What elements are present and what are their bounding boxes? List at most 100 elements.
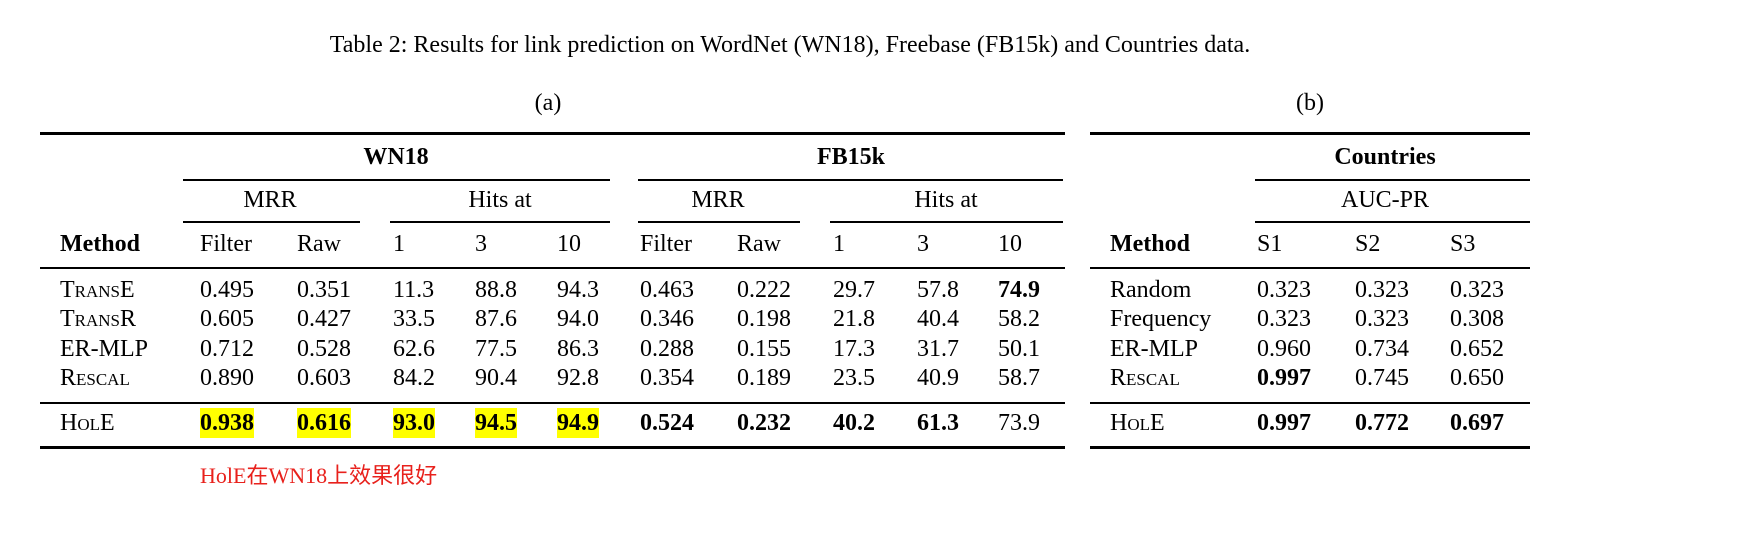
subgroup-header: Hits at bbox=[468, 187, 532, 213]
method-name: Rescal bbox=[60, 365, 130, 391]
cell: 94.5 bbox=[475, 408, 517, 438]
method-name: Frequency bbox=[1110, 306, 1212, 332]
cell: 86.3 bbox=[557, 336, 599, 362]
rule bbox=[40, 446, 1065, 449]
group-header: WN18 bbox=[363, 144, 429, 170]
method-name: HolE bbox=[1110, 410, 1165, 436]
cell: 0.354 bbox=[640, 365, 694, 391]
cell: 0.323 bbox=[1355, 306, 1409, 332]
cell: 11.3 bbox=[393, 277, 435, 303]
column-header: Raw bbox=[297, 231, 341, 257]
method-name: ER-MLP bbox=[60, 336, 149, 362]
cell: 57.8 bbox=[917, 277, 959, 303]
column-header: Filter bbox=[200, 231, 252, 257]
rule bbox=[1090, 446, 1530, 449]
cell: 90.4 bbox=[475, 365, 517, 391]
cell: 92.8 bbox=[557, 365, 599, 391]
cell: 40.2 bbox=[833, 410, 875, 436]
cell: 0.528 bbox=[297, 336, 351, 362]
cell: 0.308 bbox=[1450, 306, 1504, 332]
subgroup-header: MRR bbox=[691, 187, 745, 213]
column-header: S2 bbox=[1355, 231, 1381, 257]
cell: 62.6 bbox=[393, 336, 435, 362]
cell: 0.938 bbox=[200, 408, 254, 438]
rule bbox=[183, 221, 360, 223]
cell: 0.427 bbox=[297, 306, 351, 332]
column-header: Method bbox=[1110, 231, 1190, 257]
column-header: 3 bbox=[917, 231, 929, 257]
cell: 0.997 bbox=[1257, 365, 1311, 391]
cell: 61.3 bbox=[917, 410, 959, 436]
cell: 0.323 bbox=[1257, 306, 1311, 332]
cell: 0.288 bbox=[640, 336, 694, 362]
subgroup-header: MRR bbox=[243, 187, 297, 213]
cell: 0.323 bbox=[1450, 277, 1504, 303]
cell: 40.9 bbox=[917, 365, 959, 391]
cell: 50.1 bbox=[998, 336, 1040, 362]
cell: 0.712 bbox=[200, 336, 254, 362]
subgroup-header: AUC-PR bbox=[1340, 187, 1430, 213]
cell: 40.4 bbox=[917, 306, 959, 332]
table-label: (a) bbox=[534, 90, 562, 116]
cell: 0.650 bbox=[1450, 365, 1504, 391]
cell: 23.5 bbox=[833, 365, 875, 391]
cell: 29.7 bbox=[833, 277, 875, 303]
cell: 0.772 bbox=[1355, 410, 1409, 436]
column-header: 10 bbox=[998, 231, 1022, 257]
column-header: S1 bbox=[1257, 231, 1283, 257]
rule bbox=[1090, 267, 1530, 269]
cell: 0.198 bbox=[737, 306, 791, 332]
cell: 0.960 bbox=[1257, 336, 1311, 362]
cell: 0.351 bbox=[297, 277, 351, 303]
cell: 0.734 bbox=[1355, 336, 1409, 362]
column-header: 3 bbox=[475, 231, 487, 257]
cell: 0.495 bbox=[200, 277, 254, 303]
cell: 73.9 bbox=[998, 410, 1040, 436]
cell: 21.8 bbox=[833, 306, 875, 332]
cell: 0.652 bbox=[1450, 336, 1504, 362]
rule bbox=[40, 132, 1065, 135]
cell: 31.7 bbox=[917, 336, 959, 362]
cell: 94.0 bbox=[557, 306, 599, 332]
cell: 33.5 bbox=[393, 306, 435, 332]
cell: 0.222 bbox=[737, 277, 791, 303]
cell: 94.3 bbox=[557, 277, 599, 303]
cell: 0.346 bbox=[640, 306, 694, 332]
cell: 17.3 bbox=[833, 336, 875, 362]
cell: 0.745 bbox=[1355, 365, 1409, 391]
column-header: Method bbox=[60, 231, 140, 257]
method-name: Rescal bbox=[1110, 365, 1180, 391]
method-name: Random bbox=[1110, 277, 1192, 303]
cell: 0.189 bbox=[737, 365, 791, 391]
method-name: ER-MLP bbox=[1110, 336, 1199, 362]
table-label: (b) bbox=[1296, 90, 1324, 116]
rule bbox=[1255, 179, 1530, 181]
cell: 58.2 bbox=[998, 306, 1040, 332]
cell: 0.890 bbox=[200, 365, 254, 391]
column-header: 10 bbox=[557, 231, 581, 257]
cell: 58.7 bbox=[998, 365, 1040, 391]
cell: 0.605 bbox=[200, 306, 254, 332]
cell: 0.463 bbox=[640, 277, 694, 303]
annotation: HolE在WN18上效果很好 bbox=[200, 463, 438, 488]
cell: 0.323 bbox=[1355, 277, 1409, 303]
cell: 0.697 bbox=[1450, 410, 1504, 436]
subgroup-header: Hits at bbox=[914, 187, 978, 213]
method-name: TransE bbox=[60, 277, 135, 303]
cell: 84.2 bbox=[393, 365, 435, 391]
cell: 88.8 bbox=[475, 277, 517, 303]
rule bbox=[183, 179, 610, 181]
rule bbox=[1090, 132, 1530, 135]
rule bbox=[638, 221, 800, 223]
group-header: FB15k bbox=[816, 144, 886, 170]
method-name: HolE bbox=[60, 410, 115, 436]
cell: 94.9 bbox=[557, 408, 599, 438]
cell: 0.323 bbox=[1257, 277, 1311, 303]
cell: 0.524 bbox=[640, 410, 694, 436]
group-header: Countries bbox=[1334, 144, 1436, 170]
column-header: Raw bbox=[737, 231, 781, 257]
rule bbox=[1090, 402, 1530, 404]
rule bbox=[1255, 221, 1530, 223]
column-header: 1 bbox=[833, 231, 845, 257]
